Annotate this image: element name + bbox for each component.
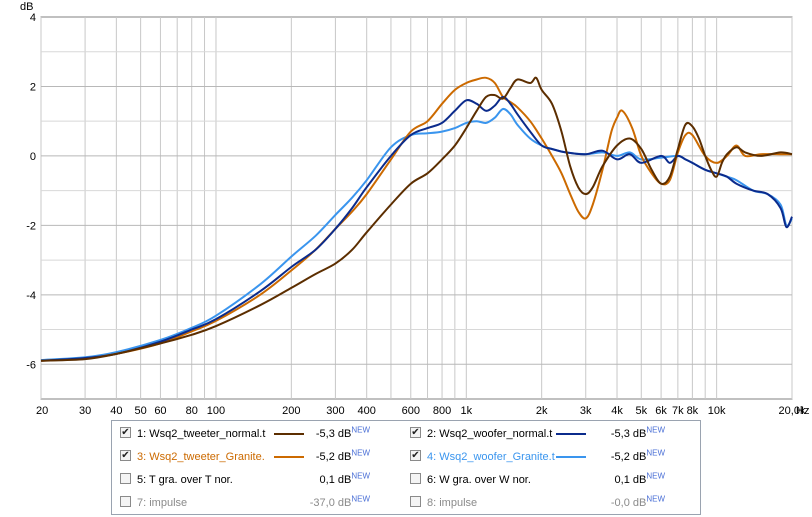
legend-label: 5: T gra. over T nor.: [137, 474, 233, 486]
series-line-2: [40, 95, 793, 362]
legend-value: -5,3 dBNEW: [315, 425, 370, 440]
x-tick-label: 60: [154, 405, 166, 417]
legend-new-tag: NEW: [351, 471, 370, 481]
legend-item: ✔ 4: Wsq2_woofer_Granite.t -5,2 dBNEW: [410, 448, 700, 466]
legend-item: 7: impulse -37,0 dBNEW: [120, 494, 410, 512]
x-tick-label: 20,0k: [779, 405, 806, 417]
legend-value: -5,3 dBNEW: [610, 425, 665, 440]
y-tick-label: -2: [26, 220, 36, 232]
x-tick-label: 20: [36, 405, 48, 417]
x-tick-label: 3k: [580, 405, 592, 417]
y-tick-label: 4: [30, 12, 36, 24]
legend-checkbox[interactable]: ✔: [410, 450, 421, 461]
legend-value: -5,2 dBNEW: [610, 448, 665, 463]
x-tick-label: 600: [402, 405, 420, 417]
x-tick-label: 5k: [635, 405, 647, 417]
legend-value: 0,1 dBNEW: [319, 471, 370, 486]
x-tick-label: 40: [110, 405, 122, 417]
x-tick-label: 1k: [460, 405, 472, 417]
legend-label: 3: Wsq2_tweeter_Granite.: [137, 451, 265, 463]
legend-checkbox[interactable]: [410, 473, 421, 484]
x-tick-labels: 20 30 40 50 60 80 100 200 300 400 600 800 1k 2k 3k 4k 5k…: [36, 405, 806, 417]
frequency-response-chart: 420-2-4-6 20 30 40 50 60 80 100 200 300 400 600 800…: [20, 1, 809, 417]
legend-checkbox[interactable]: [120, 473, 131, 484]
legend-label: 7: impulse: [137, 497, 188, 509]
legend-value: 0,1 dBNEW: [614, 471, 665, 486]
legend-label: 4: Wsq2_woofer_Granite.t: [427, 451, 555, 463]
legend-label: 2: Wsq2_woofer_normal.t: [427, 428, 553, 440]
plot-area: [40, 16, 793, 400]
y-tick-label: 0: [30, 151, 36, 163]
x-tick-label: 2k: [536, 405, 548, 417]
legend-item: ✔ 3: Wsq2_tweeter_Granite. -5,2 dBNEW: [120, 448, 410, 466]
x-tick-label: 6k: [655, 405, 667, 417]
legend-new-tag: NEW: [646, 471, 665, 481]
legend-new-tag: NEW: [351, 425, 370, 435]
x-tick-label: 10k: [708, 405, 726, 417]
y-tick-labels: 4 2 0 -2 -4 -6: [26, 12, 36, 371]
legend-label: 1: Wsq2_tweeter_normal.t: [137, 428, 266, 440]
x-tick-label: 8k: [687, 405, 699, 417]
x-axis-label: Hz: [796, 405, 809, 417]
legend-value: -5,2 dBNEW: [315, 448, 370, 463]
legend-checkbox[interactable]: [120, 496, 131, 507]
legend-line-swatch: [274, 433, 304, 435]
legend-label: 6: W gra. over W nor.: [427, 474, 531, 486]
legend-checkbox[interactable]: ✔: [120, 427, 131, 438]
x-tick-label: 4k: [611, 405, 623, 417]
legend-new-tag: NEW: [351, 448, 370, 458]
legend-new-tag: NEW: [351, 494, 370, 504]
y-axis-label: dB: [20, 1, 33, 13]
x-tick-label: 30: [79, 405, 91, 417]
legend-line-swatch: [556, 456, 586, 458]
legend-checkbox[interactable]: ✔: [120, 450, 131, 461]
legend-new-tag: NEW: [646, 494, 665, 504]
legend-checkbox[interactable]: [410, 496, 421, 507]
y-tick-label: 2: [30, 81, 36, 93]
x-tick-label: 300: [326, 405, 344, 417]
legend-label: 8: impulse: [427, 497, 478, 509]
x-tick-label: 100: [207, 405, 225, 417]
x-tick-label: 50: [134, 405, 146, 417]
series-line-1: [40, 76, 793, 362]
legend-new-tag: NEW: [646, 425, 665, 435]
legend-line-swatch: [274, 456, 304, 458]
x-tick-label: 400: [358, 405, 376, 417]
legend-item: 5: T gra. over T nor. 0,1 dBNEW: [120, 471, 410, 489]
legend-panel: ✔ 1: Wsq2_tweeter_normal.t -5,3 dBNEW ✔ 2: W…: [111, 420, 701, 515]
legend-line-swatch: [556, 433, 586, 435]
series-layer: [40, 76, 793, 362]
legend-item: ✔ 2: Wsq2_woofer_normal.t -5,3 dBNEW: [410, 425, 700, 443]
legend-item: ✔ 1: Wsq2_tweeter_normal.t -5,3 dBNEW: [120, 425, 410, 443]
legend-item: 8: impulse -0,0 dBNEW: [410, 494, 700, 512]
x-tick-label: 800: [433, 405, 451, 417]
y-tick-label: -6: [26, 359, 36, 371]
legend-checkbox[interactable]: ✔: [410, 427, 421, 438]
x-tick-label: 80: [186, 405, 198, 417]
x-tick-label: 7k: [672, 405, 684, 417]
legend-item: 6: W gra. over W nor. 0,1 dBNEW: [410, 471, 700, 489]
legend-value: -37,0 dBNEW: [309, 494, 370, 509]
x-tick-label: 200: [282, 405, 300, 417]
legend-new-tag: NEW: [646, 448, 665, 458]
legend-value: -0,0 dBNEW: [610, 494, 665, 509]
y-tick-label: -4: [26, 290, 36, 302]
